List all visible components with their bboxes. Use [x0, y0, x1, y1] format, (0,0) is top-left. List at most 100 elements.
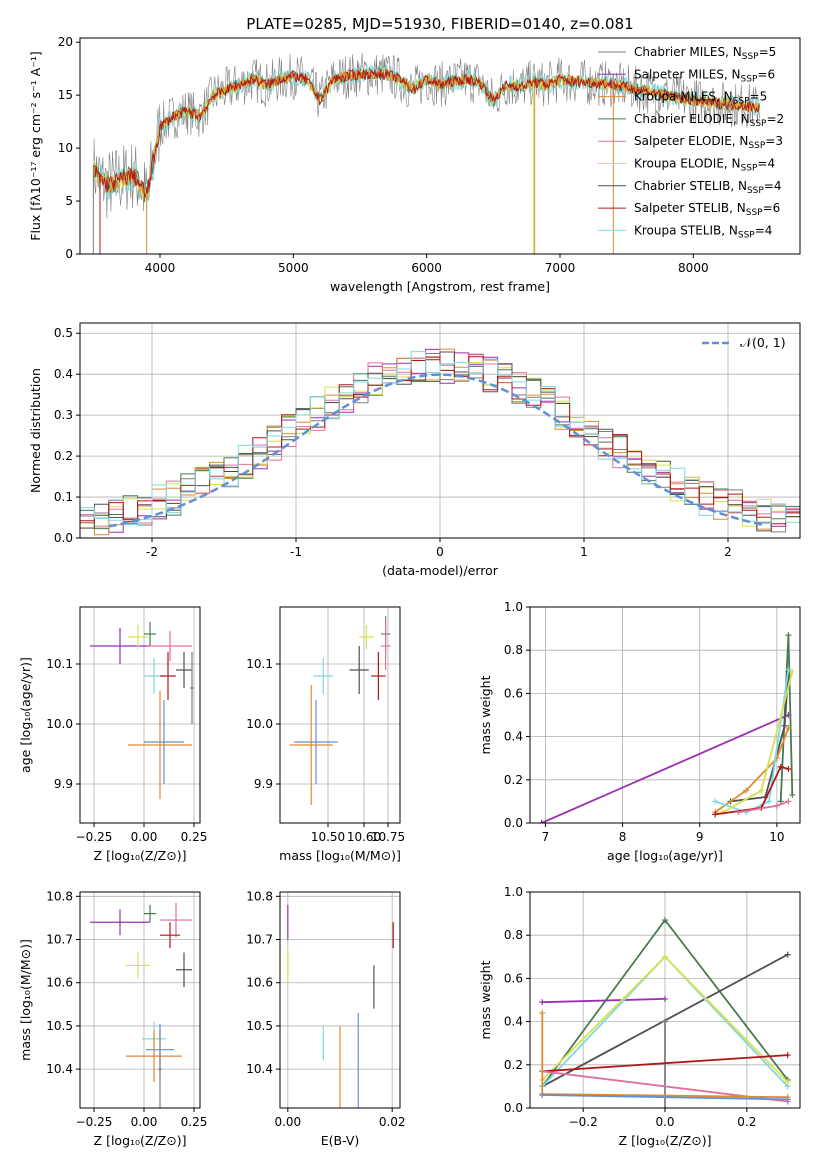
y-tick-label: 10.0	[246, 717, 273, 731]
legend-label-suffix: =6	[757, 67, 775, 81]
x-axis-label: (data-model)/error	[382, 563, 499, 578]
x-tick-label: 7000	[545, 261, 576, 275]
weight-marker	[785, 724, 792, 731]
legend-label-suffix: =4	[755, 223, 773, 237]
x-tick-label: 7	[542, 830, 550, 844]
x-axis-label: age [log₁₀(age/yr)]	[607, 848, 723, 863]
weight-marker	[758, 787, 765, 794]
legend-label-text: Salpeter MILES, N	[634, 67, 741, 81]
y-tick-label: 0.2	[54, 449, 73, 463]
errorbar-point-kroupa_stelib	[313, 658, 333, 694]
age-vs-z-panel: −0.25 0.00 0.25 9.9 10.0 10.1 Z [log₁₀(Z/Z⊙)] a…	[18, 606, 207, 863]
x-tick-label: 4000	[145, 261, 176, 275]
legend-label: 𝒩(0, 1)	[740, 335, 786, 350]
plot-area	[92, 52, 761, 254]
legend-label-sub: SSP	[748, 141, 765, 151]
errorbar-point-salpeter_elodie	[148, 631, 192, 661]
weight-marker	[662, 1018, 668, 1025]
mass-vs-z-panel: −0.25 0.00 0.25 10.4 10.5 10.6 10.7 10.8 Z [log₁…	[18, 889, 207, 1148]
y-tick-label: 0.4	[54, 367, 73, 381]
weight-vs-age-panel: 7 8 9 10 0.0 0.2 0.4 0.6 0.8 1.0 age [log₁₀(age/yr…	[478, 600, 801, 863]
plot-area	[90, 902, 192, 1108]
mass-vs-ebv-panel: 0.00 0.02 10.4 10.5 10.6 10.7 10.8 E(B-V)	[246, 889, 405, 1148]
x-tick-label: 0.00	[131, 830, 158, 844]
legend-label: Kroupa MILES, NSSP=5	[634, 90, 767, 107]
y-tick-label: 0.0	[54, 531, 73, 545]
errorbar-point-salpeter_stelib	[160, 652, 176, 700]
legend-label-sub: SSP	[750, 119, 767, 129]
weight-vs-z-panel: −0.2 0.0 0.2 0.0 0.2 0.4 0.6 0.8 1.0 Z [log₁₀(Z/Z…	[478, 885, 801, 1148]
x-tick-label: 9	[696, 830, 704, 844]
legend-label-text: Chabrier STELIB, N	[634, 179, 747, 193]
x-tick-label: 0.00	[131, 1115, 158, 1129]
x-tick-label: 1	[580, 545, 588, 559]
residuals-panel: -2 -1 0 1 2 0.0 0.1 0.2 0.3 0.4 0.5 (data-model)/er…	[28, 322, 801, 578]
y-tick-label: 10.6	[246, 976, 273, 990]
legend-label-sub: SSP	[746, 208, 763, 218]
weight-marker	[789, 668, 796, 675]
plot-frame	[279, 891, 401, 1109]
plot-area	[289, 616, 391, 805]
plot-frame	[529, 891, 801, 1109]
legend-label-suffix: =4	[757, 157, 775, 171]
weight-marker	[785, 632, 792, 639]
weight-marker	[785, 666, 792, 673]
weight-marker	[777, 763, 784, 770]
legend-label-suffix: =5	[759, 45, 777, 59]
weight-marker	[662, 995, 668, 1002]
weight-marker	[539, 1009, 546, 1016]
errorbar-point-salpeter_stelib	[160, 922, 180, 949]
y-tick-label: 0	[65, 247, 73, 261]
legend-label: Chabrier ELODIE, NSSP=2	[634, 112, 784, 129]
legend-label: Salpeter ELODIE, NSSP=3	[634, 134, 783, 151]
y-tick-label: 9.9	[54, 777, 73, 791]
errorbar-point-kroupa_miles	[128, 691, 192, 799]
x-tick-label: 0.25	[181, 1115, 208, 1129]
y-tick-label: 0.4	[504, 1015, 523, 1029]
x-tick-label: 0	[436, 545, 444, 559]
plot-frame	[529, 606, 801, 824]
weight-marker	[785, 766, 792, 772]
x-tick-label: 8	[619, 830, 627, 844]
x-tick-label: -1	[290, 545, 302, 559]
weight-marker	[784, 951, 791, 958]
x-axis-label: wavelength [Angstrom, rest frame]	[330, 279, 550, 294]
y-axis-label: Flux [fλ10⁻¹⁷ erg cm⁻² s⁻¹ A⁻¹]	[28, 51, 43, 240]
y-tick-label: 0.4	[504, 730, 523, 744]
y-tick-label: 10.7	[246, 933, 273, 947]
errorbar-point-kroupa_miles	[126, 1030, 182, 1083]
y-tick-label: 10.0	[46, 717, 73, 731]
legend-label-sub: SSP	[738, 230, 755, 240]
legend-label-sub: SSP	[733, 97, 750, 107]
y-axis-label: Normed distribution	[28, 368, 43, 493]
y-tick-label: 0.2	[504, 773, 523, 787]
y-tick-label: 20	[58, 35, 73, 49]
x-axis-label: Z [log₁₀(Z/Z⊙)]	[94, 848, 187, 863]
legend-label-sub: SSP	[742, 52, 759, 62]
y-tick-label: 10.7	[46, 933, 73, 947]
weight-marker	[539, 999, 546, 1006]
y-axis-label: age [log₁₀(age/yr)]	[18, 657, 33, 773]
plot-area	[80, 348, 800, 536]
legend-label-suffix: =3	[765, 134, 783, 148]
weight-marker	[735, 809, 742, 816]
y-tick-label: 10.4	[46, 1062, 73, 1076]
errorbar-point-kroupa_elodie	[359, 625, 374, 649]
errorbar-point-chabrier_elodie	[144, 904, 156, 923]
errorbar-point-kroupa_elodie	[128, 625, 148, 649]
x-tick-label: −0.2	[569, 1115, 598, 1129]
x-tick-label: 10	[769, 830, 784, 844]
x-tick-label: 10.50	[311, 830, 345, 844]
y-tick-label: 10.6	[46, 976, 73, 990]
errorbar-point-kroupa_elodie	[126, 952, 150, 979]
legend-label-text: Kroupa STELIB, N	[634, 223, 738, 237]
weight-line-salpeter_miles	[542, 998, 666, 1004]
plot-frame	[79, 322, 801, 539]
plot-frame	[79, 606, 201, 824]
plot-frame	[279, 606, 401, 824]
normal-curve	[108, 373, 765, 528]
residual-histogram-kroupa_stelib	[80, 351, 800, 526]
errorbar-point-chabrier_stelib	[176, 952, 192, 988]
legend-label-text: Chabrier MILES, N	[634, 45, 742, 59]
